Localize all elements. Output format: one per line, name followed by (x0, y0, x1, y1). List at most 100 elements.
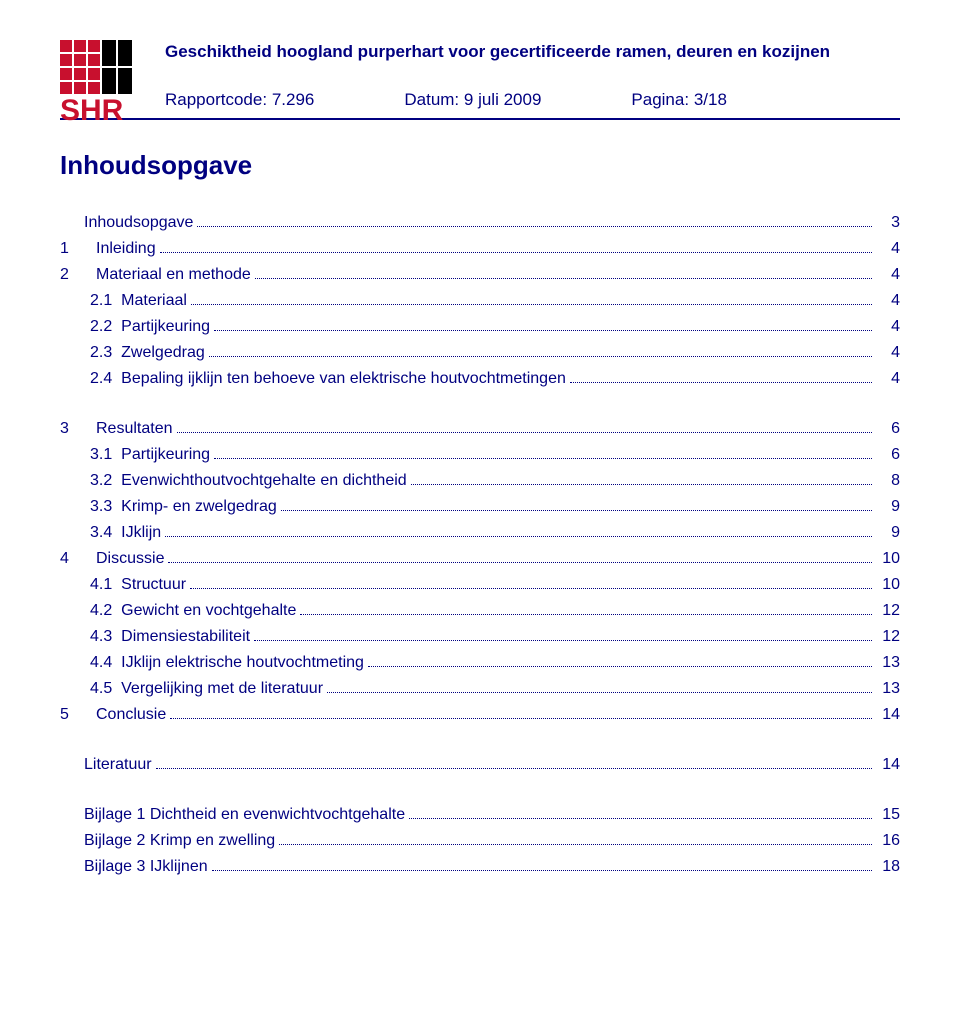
toc-row: 3.1 Partijkeuring 6 (60, 443, 900, 467)
toc-entry-number: 1 (60, 237, 96, 261)
toc-entry-number: 4.4 (90, 651, 121, 675)
toc-row: 3.3 Krimp- en zwelgedrag 9 (60, 495, 900, 519)
toc-entry-page: 4 (876, 315, 900, 339)
toc-row: 2.3 Zwelgedrag 4 (60, 341, 900, 365)
toc-row: 5 Conclusie 14 (60, 703, 900, 727)
toc-entry-page: 13 (876, 677, 900, 701)
toc-entry-page: 14 (876, 703, 900, 727)
toc-entry-page: 12 (876, 625, 900, 649)
toc-entry-page: 14 (876, 753, 900, 777)
toc-entry-label: Materiaal en methode (96, 263, 251, 287)
toc-entry-number: 3.2 (90, 469, 121, 493)
toc-entry-page: 15 (876, 803, 900, 827)
toc-entry-label: Gewicht en vochtgehalte (121, 599, 296, 623)
toc-entry-label: Partijkeuring (121, 315, 210, 339)
page-header: SHR Geschiktheid hoogland purperhart voo… (60, 40, 900, 110)
toc-row: 2.4 Bepaling ijklijn ten behoeve van ele… (60, 367, 900, 391)
toc-leader-dots (255, 266, 872, 279)
toc-entry-number: 3.1 (90, 443, 121, 467)
toc-row: 3 Resultaten 6 (60, 417, 900, 441)
toc-entry-number: 4.5 (90, 677, 121, 701)
toc-entry-label: Conclusie (96, 703, 166, 727)
toc-entry-label: IJklijn elektrische houtvochtmeting (121, 651, 364, 675)
toc-row: 4.2 Gewicht en vochtgehalte 12 (60, 599, 900, 623)
toc-row: Bijlage 2 Krimp en zwelling 16 (60, 829, 900, 853)
toc-entry-label: Bijlage 2 Krimp en zwelling (84, 829, 275, 853)
toc-row: 2.2 Partijkeuring 4 (60, 315, 900, 339)
toc-row: Bijlage 3 IJklijnen 18 (60, 855, 900, 879)
toc-entry-label: Zwelgedrag (121, 341, 205, 365)
toc-leader-dots (168, 550, 872, 563)
toc-entry-page: 9 (876, 495, 900, 519)
logo-text: SHR (60, 94, 124, 125)
table-of-contents: Inhoudsopgave 31 Inleiding 42 Materiaal … (60, 211, 900, 879)
toc-leader-dots (177, 420, 873, 433)
toc-entry-label: Vergelijking met de literatuur (121, 677, 323, 701)
toc-entry-label: Resultaten (96, 417, 173, 441)
toc-leader-dots (212, 858, 872, 871)
pagina: Pagina: 3/18 (631, 90, 727, 110)
toc-row: 4.4 IJklijn elektrische houtvochtmeting … (60, 651, 900, 675)
toc-entry-page: 4 (876, 237, 900, 261)
toc-leader-dots (209, 344, 872, 357)
datum: Datum: 9 juli 2009 (404, 90, 541, 110)
toc-entry-number: 3.4 (90, 521, 121, 545)
toc-entry-page: 4 (876, 341, 900, 365)
toc-entry-page: 12 (876, 599, 900, 623)
toc-entry-number: 2.3 (90, 341, 121, 365)
datum-label: Datum: (404, 90, 459, 109)
datum-value: 9 juli 2009 (464, 90, 542, 109)
shr-logo: SHR (60, 40, 150, 125)
toc-entry-number: 4.1 (90, 573, 121, 597)
toc-entry-label: Evenwichthoutvochtgehalte en dichtheid (121, 469, 407, 493)
toc-row: 4 Discussie 10 (60, 547, 900, 571)
toc-row: Inhoudsopgave 3 (60, 211, 900, 235)
toc-leader-dots (327, 680, 872, 693)
toc-leader-dots (368, 654, 872, 667)
toc-leader-dots (165, 524, 872, 537)
rapportcode-value: 7.296 (272, 90, 315, 109)
toc-leader-dots (570, 370, 872, 383)
toc-entry-number: 4.3 (90, 625, 121, 649)
toc-leader-dots (191, 292, 872, 305)
toc-entry-label: Bijlage 1 Dichtheid en evenwichtvochtgeh… (84, 803, 405, 827)
toc-gap (60, 729, 900, 753)
header-text-block: Geschiktheid hoogland purperhart voor ge… (165, 40, 900, 110)
toc-leader-dots (197, 214, 872, 227)
document-title: Geschiktheid hoogland purperhart voor ge… (165, 42, 900, 62)
toc-entry-page: 4 (876, 289, 900, 313)
toc-leader-dots (300, 602, 872, 615)
toc-entry-page: 10 (876, 573, 900, 597)
toc-gap (60, 393, 900, 417)
toc-row: Bijlage 1 Dichtheid en evenwichtvochtgeh… (60, 803, 900, 827)
toc-leader-dots (279, 832, 872, 845)
toc-row: 3.2 Evenwichthoutvochtgehalte en dichthe… (60, 469, 900, 493)
toc-entry-number: 3.3 (90, 495, 121, 519)
toc-entry-label: Inleiding (96, 237, 156, 261)
toc-leader-dots (214, 318, 872, 331)
pagina-label: Pagina: (631, 90, 689, 109)
toc-leader-dots (281, 498, 872, 511)
toc-entry-page: 18 (876, 855, 900, 879)
toc-entry-number: 2 (60, 263, 96, 287)
toc-entry-number: 2.4 (90, 367, 121, 391)
pagina-value: 3/18 (694, 90, 727, 109)
toc-leader-dots (190, 576, 872, 589)
toc-row: 4.3 Dimensiestabiliteit 12 (60, 625, 900, 649)
toc-entry-label: Bijlage 3 IJklijnen (84, 855, 208, 879)
header-meta-row: Rapportcode: 7.296 Datum: 9 juli 2009 Pa… (165, 90, 900, 110)
toc-leader-dots (160, 240, 872, 253)
toc-entry-page: 10 (876, 547, 900, 571)
toc-entry-number: 5 (60, 703, 96, 727)
toc-entry-label: Inhoudsopgave (84, 211, 193, 235)
toc-leader-dots (409, 806, 872, 819)
toc-heading: Inhoudsopgave (60, 150, 900, 181)
toc-leader-dots (170, 706, 872, 719)
toc-entry-page: 3 (876, 211, 900, 235)
rapportcode-label: Rapportcode: (165, 90, 267, 109)
toc-entry-page: 9 (876, 521, 900, 545)
toc-entry-page: 13 (876, 651, 900, 675)
rapportcode: Rapportcode: 7.296 (165, 90, 314, 110)
toc-row: 2.1 Materiaal 4 (60, 289, 900, 313)
toc-row: 3.4 IJklijn 9 (60, 521, 900, 545)
